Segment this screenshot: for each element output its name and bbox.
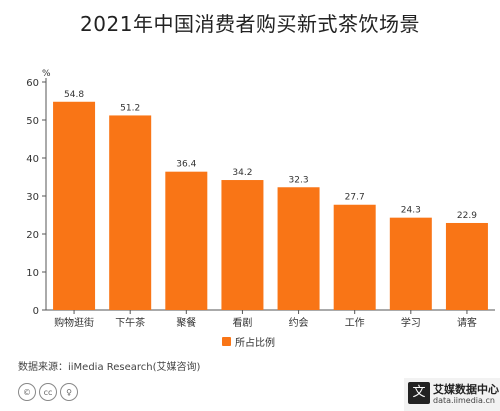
bar [333, 204, 376, 310]
bar [277, 187, 320, 310]
y-tick-label: 10 [26, 268, 39, 279]
brand-url: data.iimedia.cn [433, 396, 495, 405]
x-tick-label: 下午茶 [115, 316, 145, 329]
y-tick-label: 40 [26, 154, 39, 165]
bar-value-label: 51.2 [120, 103, 140, 113]
cc-by-icon: cc [39, 383, 57, 401]
y-tick-label: 60 [26, 78, 39, 89]
x-tick-label: 购物逛街 [54, 316, 94, 329]
x-tick-label: 聚餐 [176, 316, 196, 329]
cc-nc-icon: ♀ [60, 383, 78, 401]
bar [221, 180, 264, 310]
legend-swatch [222, 337, 231, 346]
y-tick-label: 30 [26, 192, 39, 203]
bar-value-label: 24.3 [401, 206, 421, 216]
bar [165, 171, 208, 310]
bar [445, 222, 488, 310]
bar-value-label: 34.2 [232, 168, 252, 178]
y-unit-label: % [42, 69, 51, 79]
bar [109, 115, 152, 310]
bar-value-label: 27.7 [345, 193, 365, 203]
y-tick-label: 20 [26, 230, 39, 241]
x-tick-label: 约会 [289, 316, 309, 329]
chart-title: 2021年中国消费者购买新式茶饮场景 [80, 12, 420, 36]
bar-value-label: 22.9 [457, 211, 477, 221]
y-tick-label: 50 [26, 116, 39, 127]
bar [389, 217, 432, 310]
bar [53, 101, 96, 310]
brand-mark: 文 [408, 382, 430, 404]
x-tick-label: 学习 [401, 316, 421, 329]
bar-value-label: 36.4 [176, 160, 196, 170]
x-tick-label: 看剧 [232, 316, 252, 329]
license-icons: © cc ♀ [18, 383, 78, 401]
brand-name: 艾媒数据中心 [433, 383, 499, 396]
data-source: 数据来源：iiMedia Research(艾媒咨询) [18, 362, 201, 373]
creative-commons-icon: © [18, 383, 36, 401]
legend-label: 所占比例 [235, 336, 275, 349]
bar-value-label: 32.3 [289, 175, 309, 185]
x-tick-label: 请客 [457, 316, 477, 329]
x-tick-label: 工作 [345, 317, 365, 329]
bar-value-label: 54.8 [64, 90, 84, 100]
y-tick-label: 0 [33, 306, 39, 317]
brand-logo: 文 艾媒数据中心 data.iimedia.cn [404, 378, 500, 411]
